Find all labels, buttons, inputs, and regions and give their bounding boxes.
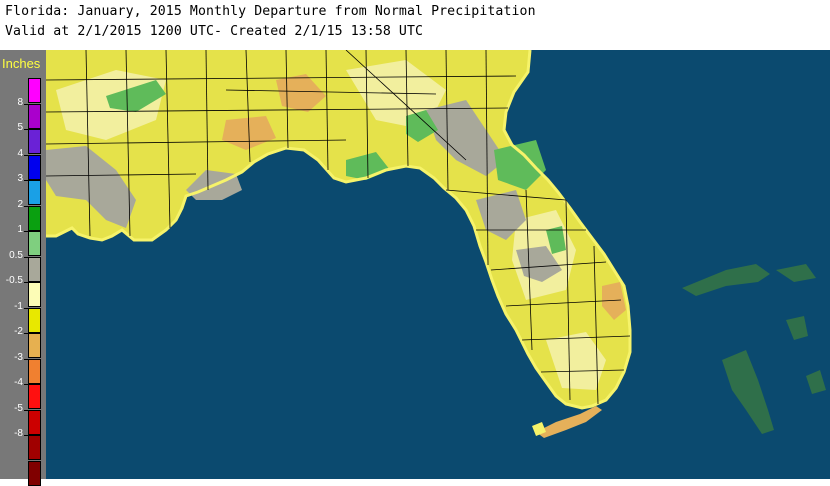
legend-tick: [24, 384, 28, 385]
map-subtitle: Valid at 2/1/2015 1200 UTC- Created 2/1/…: [5, 24, 424, 39]
legend-tick: [24, 129, 28, 130]
bahamas-island: [776, 264, 816, 282]
gray-region: [46, 146, 136, 228]
legend-tick: [24, 231, 28, 232]
legend-swatch: [28, 129, 41, 154]
legend-swatch: [28, 205, 41, 231]
legend-swatch: [28, 435, 41, 460]
bahamas-island: [786, 316, 808, 340]
legend-swatch: [28, 460, 41, 486]
orange-region: [602, 282, 626, 320]
legend-tick: [24, 282, 28, 283]
florida-keys: [536, 406, 602, 438]
bahamas-island: [722, 350, 774, 434]
map-header: Florida: January, 2015 Monthly Departure…: [0, 0, 830, 50]
legend-swatch: [28, 103, 41, 129]
legend-label: 2: [17, 198, 23, 210]
bahamas-island: [682, 264, 770, 296]
legend-swatch: [28, 307, 41, 333]
legend-label: -4: [14, 377, 23, 388]
legend-swatch: [28, 180, 41, 205]
legend-swatch: [28, 231, 41, 256]
legend-label: -2: [14, 326, 23, 337]
legend-label: -1: [14, 300, 23, 312]
legend-tick: [24, 358, 28, 360]
legend-swatch: [28, 282, 41, 307]
legend-swatch: [28, 256, 41, 282]
legend-swatch: [28, 409, 41, 435]
county-boundaries: [46, 50, 631, 405]
near-normal-region: [546, 332, 606, 390]
legend-tick: [24, 409, 28, 411]
green-region: [494, 140, 546, 190]
legend-label: 1: [17, 224, 23, 235]
legend-label: -5: [14, 402, 23, 414]
green-region: [546, 226, 566, 254]
legend-label: 3: [17, 173, 23, 184]
legend-swatch: [28, 384, 41, 409]
legend-label: 0.5: [9, 249, 23, 261]
coastline: [46, 50, 632, 410]
gray-region: [426, 100, 506, 176]
legend-label: 5: [17, 122, 23, 133]
legend-tick: [24, 205, 28, 207]
map-title: Florida: January, 2015 Monthly Departure…: [5, 4, 536, 19]
legend-tick: [24, 154, 28, 156]
legend-swatch: [28, 358, 41, 384]
legend-tick: [24, 103, 28, 105]
legend-tick: [24, 307, 28, 309]
legend-tick: [24, 333, 28, 334]
precipitation-map: [46, 50, 830, 479]
gray-region: [516, 246, 562, 282]
legend-swatch: [28, 154, 41, 180]
florida-keys-west: [532, 422, 546, 436]
legend-swatch: [28, 333, 41, 358]
legend-tick: [24, 180, 28, 181]
green-region: [406, 110, 438, 142]
legend-label: -8: [14, 428, 23, 439]
legend-label: -0.5: [5, 275, 23, 286]
legend-tick: [24, 256, 28, 258]
legend-title: Inches: [2, 56, 41, 71]
bahamas-island: [806, 370, 826, 394]
legend-label: 8: [17, 96, 23, 108]
green-region: [106, 80, 166, 112]
orange-region: [276, 74, 326, 112]
legend-swatch: [28, 78, 41, 103]
legend-tick: [24, 435, 28, 436]
legend-label: -3: [14, 351, 23, 363]
gray-region: [476, 190, 526, 240]
legend-label: 4: [17, 147, 23, 159]
